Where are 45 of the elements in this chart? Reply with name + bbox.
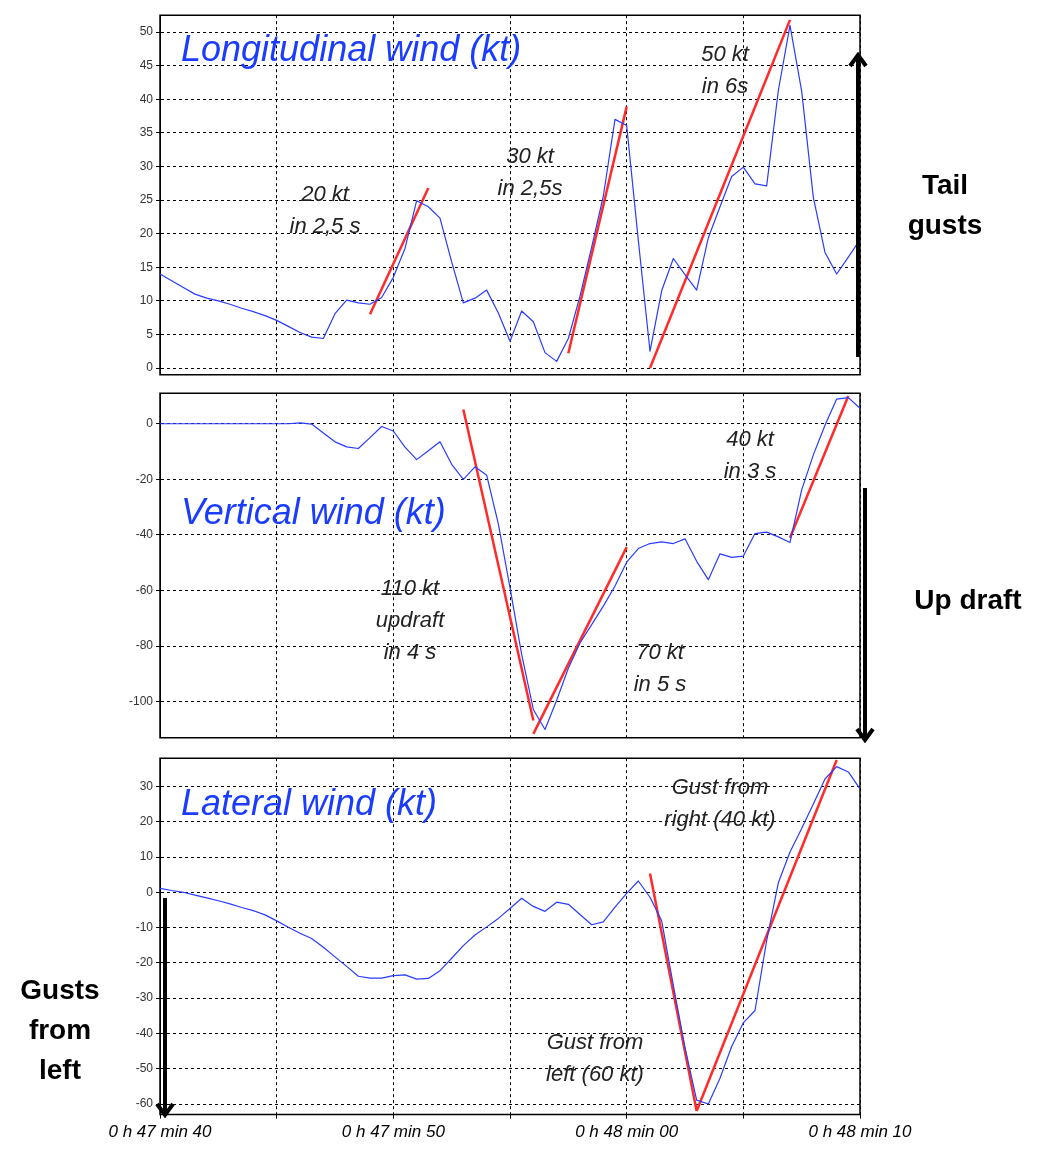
y-tick-label: -60 — [135, 582, 154, 597]
y-tick-label: 20 — [139, 814, 154, 829]
y-tick-label: 5 — [146, 326, 154, 341]
y-tick-label: -10 — [135, 919, 154, 934]
x-tick-label: 0 h 48 min 10 — [808, 1121, 913, 1141]
y-tick-label: 45 — [139, 57, 154, 72]
y-tick-label: -30 — [135, 990, 154, 1005]
x-tick-label: 0 h 48 min 00 — [575, 1121, 679, 1141]
annotation: 40 kt in 3 s — [722, 425, 778, 485]
y-tick-label: 0 — [146, 884, 154, 899]
x-tick-label: 0 h 47 min 50 — [341, 1121, 446, 1141]
y-tick-label: 10 — [139, 293, 154, 308]
y-tick-label: -100 — [128, 693, 154, 708]
text: Vertical wind (kt) — [181, 490, 446, 532]
y-tick-label: -20 — [135, 955, 154, 970]
y-tick-label: 35 — [139, 125, 154, 140]
y-tick-label: -60 — [135, 1096, 154, 1111]
annotation: 50 kt in 6s — [700, 40, 751, 100]
y-tick-label: 50 — [139, 24, 154, 39]
text: Gusts from left — [20, 974, 100, 1085]
y-tick-label: -40 — [135, 1025, 154, 1040]
text: Tail gusts — [906, 168, 984, 242]
y-tick-label: 30 — [139, 778, 154, 793]
y-tick-label: -20 — [135, 471, 154, 486]
y-tick-label: 40 — [139, 91, 154, 106]
y-tick-label: 25 — [139, 192, 154, 207]
text: Lateral wind (kt) — [181, 781, 438, 823]
y-tick-label: 0 — [146, 360, 154, 375]
chart-title: Longitudinal wind (kt) — [181, 28, 522, 70]
y-tick-label: -40 — [135, 527, 154, 542]
y-tick-label: 10 — [139, 849, 154, 864]
annotation: 70 kt in 5 s — [632, 638, 688, 698]
annotation: Gust from left (60 kt) — [545, 1028, 645, 1088]
x-tick-label: 0 h 47 min 40 — [108, 1121, 213, 1141]
y-tick-label: 15 — [139, 259, 154, 274]
text: Up draft — [913, 583, 1023, 617]
annotation: 20 kt in 2,5 s — [288, 180, 362, 240]
y-tick-label: -80 — [135, 638, 154, 653]
y-tick-label: -50 — [135, 1061, 154, 1076]
annotation: 30 kt in 2,5s — [496, 142, 564, 202]
annotation: 110 kt updraft in 4 s — [374, 574, 446, 666]
y-tick-label: 30 — [139, 158, 154, 173]
annotation: Gust from right (40 kt) — [663, 773, 777, 833]
y-tick-label: 20 — [139, 225, 154, 240]
y-tick-label: 0 — [146, 416, 154, 431]
